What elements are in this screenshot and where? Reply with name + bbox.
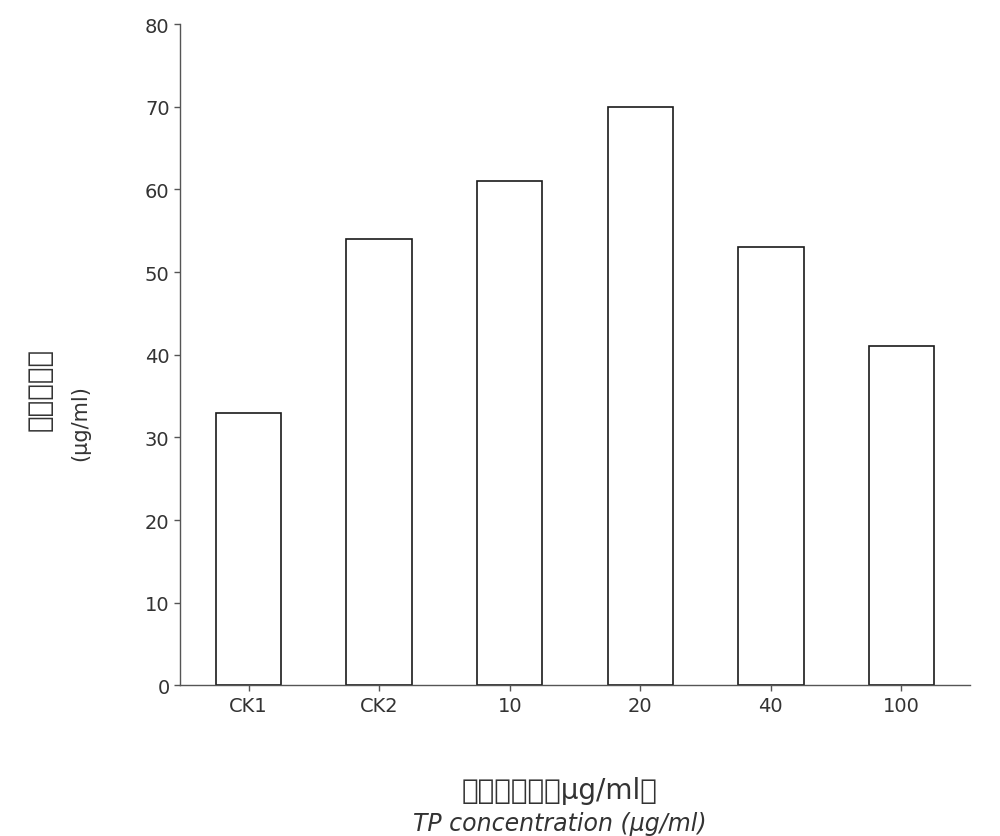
Bar xyxy=(477,182,542,686)
Bar xyxy=(738,248,804,686)
Text: (μg/ml): (μg/ml) xyxy=(70,385,90,460)
Text: TP concentration (μg/ml): TP concentration (μg/ml) xyxy=(413,812,707,835)
Text: 茶多酟浓度（μg/ml）: 茶多酟浓度（μg/ml） xyxy=(462,776,658,804)
Bar xyxy=(216,413,281,686)
Bar xyxy=(346,240,412,686)
Text: 脌氨酸含量: 脌氨酸含量 xyxy=(26,347,54,431)
Bar xyxy=(869,347,934,686)
Bar xyxy=(608,108,673,686)
